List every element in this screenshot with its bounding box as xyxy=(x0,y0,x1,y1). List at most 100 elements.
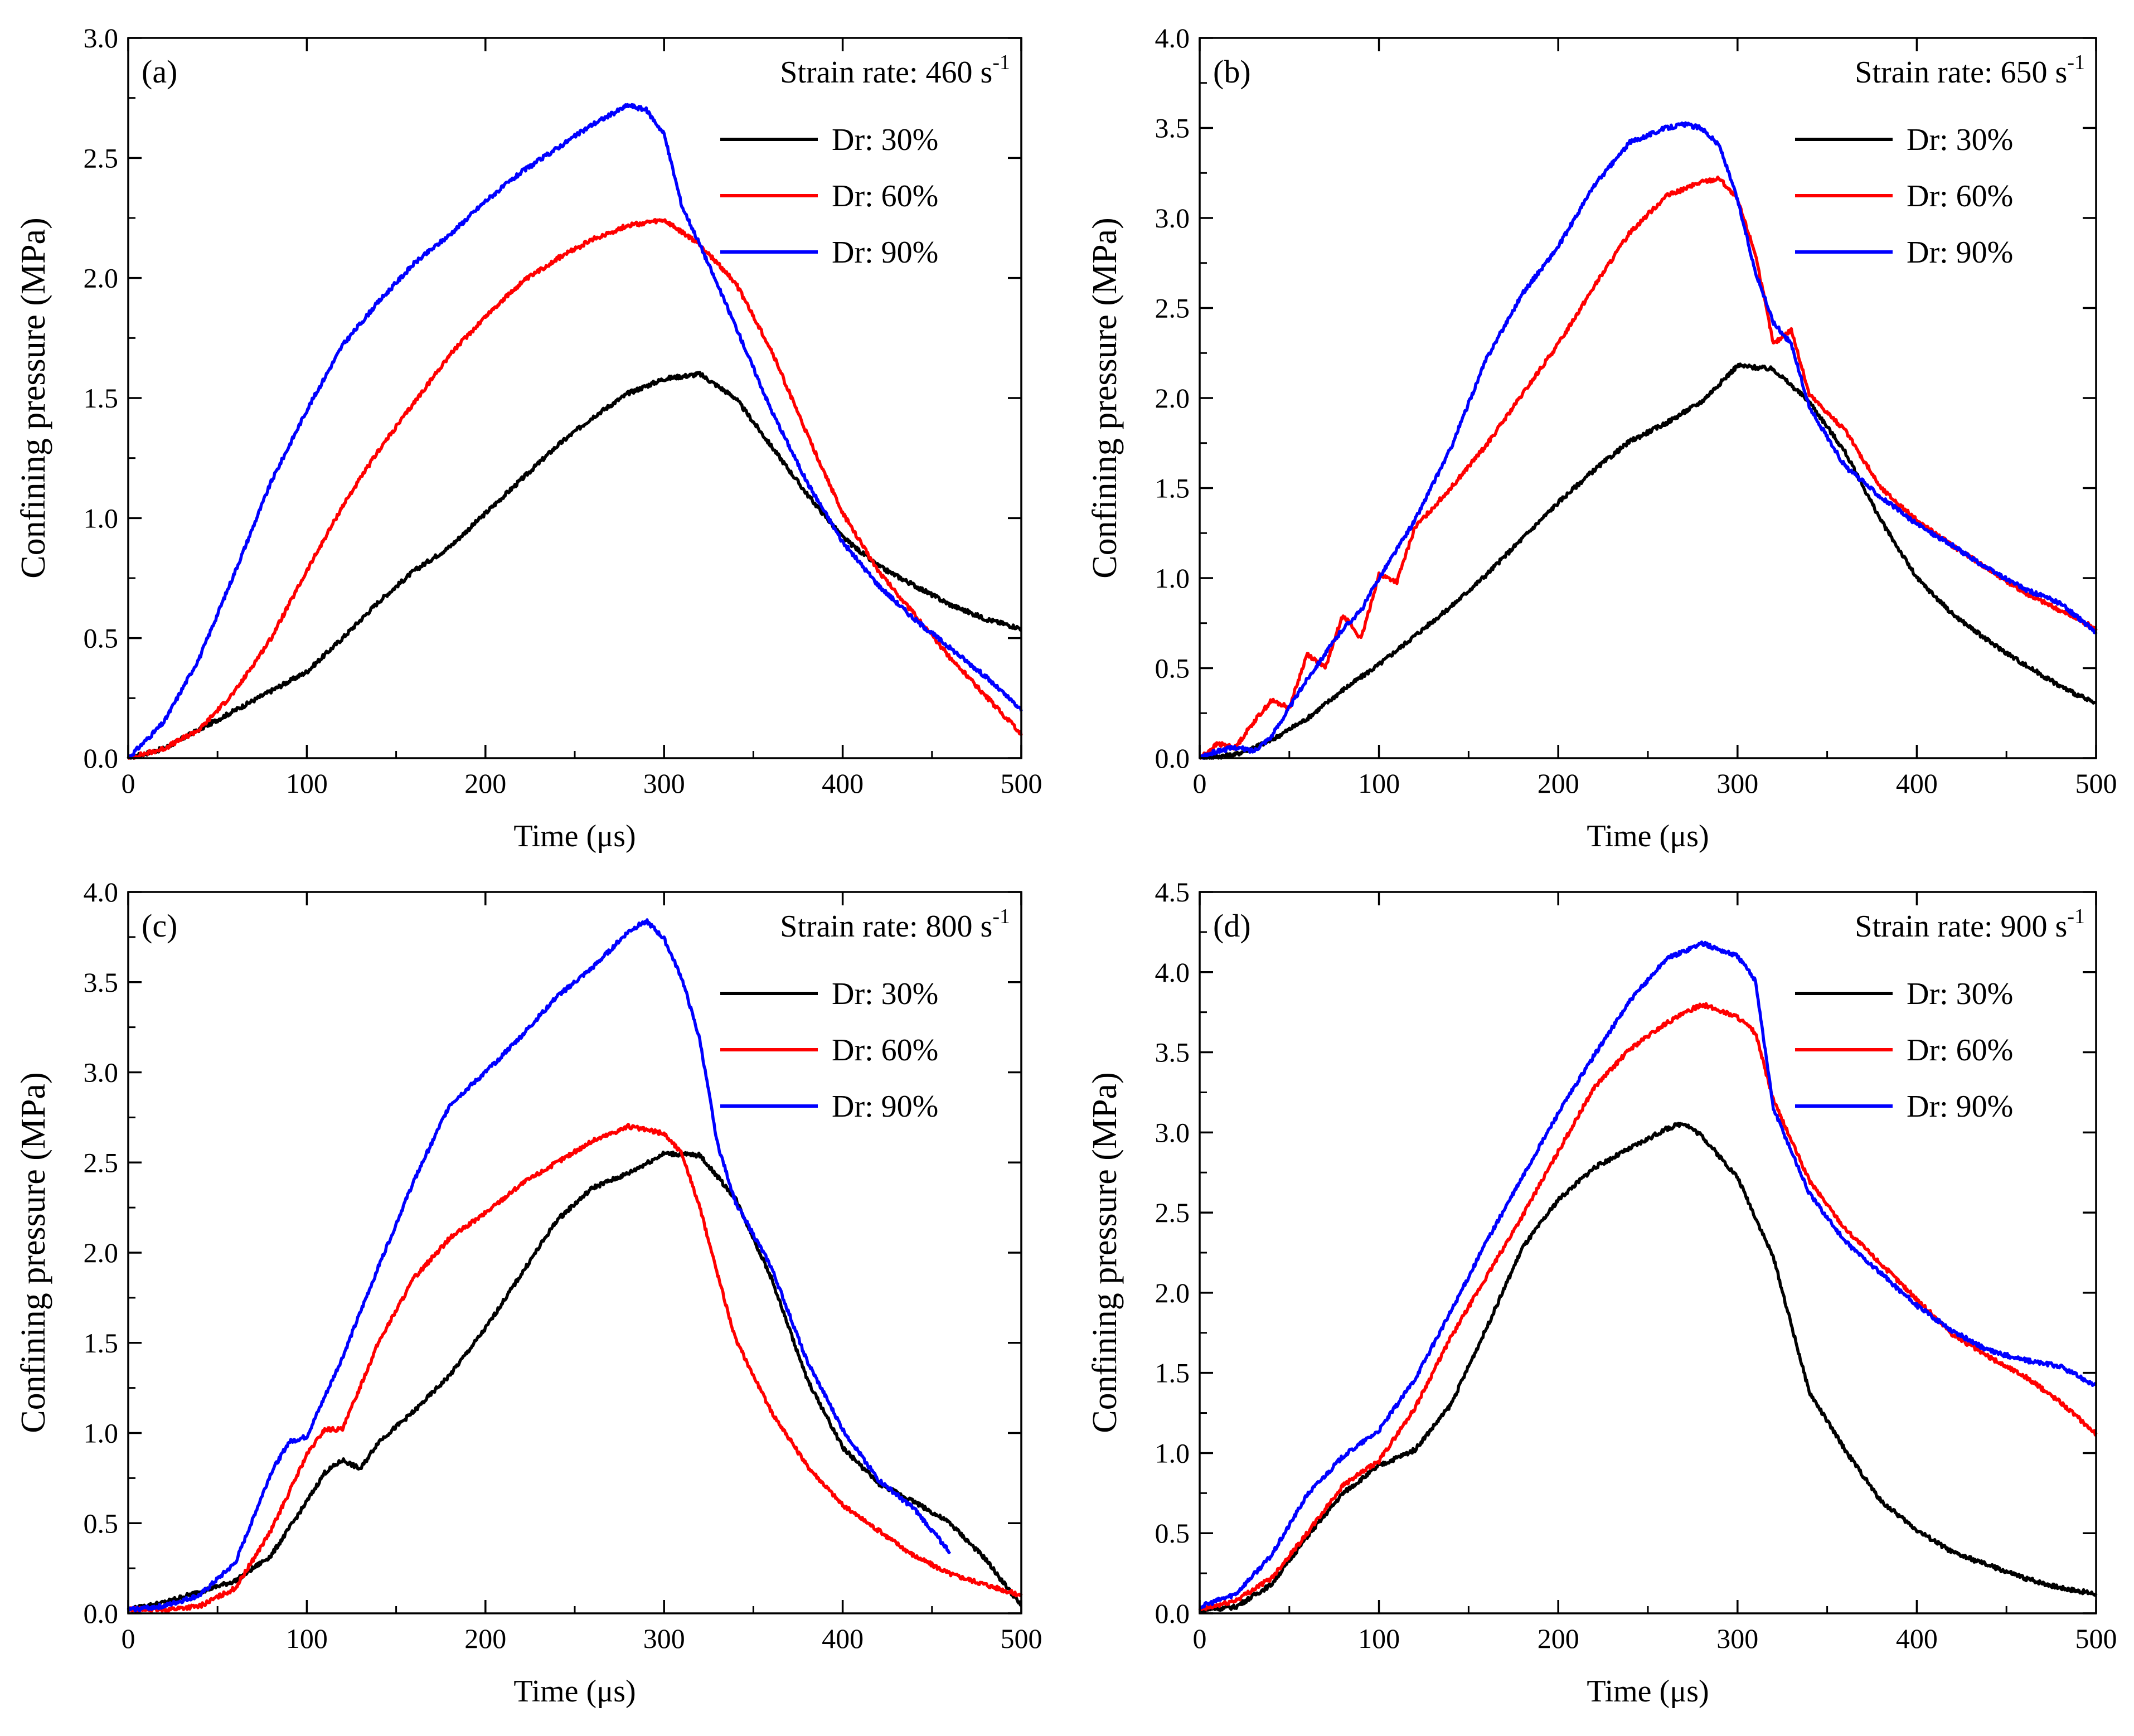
panel-a: 0 100 200 300 400 500 0.0 0.5 1.0 1.5 2.0 2.5 3.0 Tim… xyxy=(14,22,1042,854)
x-axis-title-b: Time (μs) xyxy=(1587,819,1709,854)
y-tick-label-d-7: 3.5 xyxy=(1155,1037,1190,1068)
x-tick-label-c-2: 200 xyxy=(464,1623,506,1654)
legend-label-b-1: Dr: 30% xyxy=(1907,123,2013,157)
y-tick-label-c-2: 1.0 xyxy=(84,1418,119,1449)
x-tick-label-d-3: 300 xyxy=(1716,1623,1758,1654)
series-line-d-1 xyxy=(1199,1122,2098,1614)
strain-rate-text-a: Strain rate: 460 s xyxy=(780,55,992,90)
x-tick-label-d-4: 400 xyxy=(1896,1623,1938,1654)
series-line-b-1 xyxy=(1199,362,2097,760)
legend-label-c-3: Dr: 90% xyxy=(832,1089,938,1124)
y-tick-label-b-0: 0.0 xyxy=(1155,743,1190,774)
legend-label-a-3: Dr: 90% xyxy=(832,235,938,270)
series-line-b-3 xyxy=(1198,121,2098,760)
x-tick-label-d-0: 0 xyxy=(1193,1623,1207,1654)
legend-label-a-2: Dr: 60% xyxy=(832,179,938,214)
legend-label-a-1: Dr: 30% xyxy=(832,123,938,157)
x-tick-label-b-1: 100 xyxy=(1358,768,1400,799)
y-tick-label-a-4: 2.0 xyxy=(84,263,119,294)
strain-rate-exponent-c: -1 xyxy=(992,905,1010,928)
panel-c: 0 100 200 300 400 500 0.0 0.5 1.0 1.5 2.0 2.5 3.0 3.5… xyxy=(14,876,1042,1709)
x-axis-title-a: Time (μs) xyxy=(513,819,636,854)
y-axis-title-c: Confining pressure (MPa) xyxy=(14,1072,52,1433)
x-tick-label-c-1: 100 xyxy=(286,1623,328,1654)
y-tick-label-d-4: 2.0 xyxy=(1155,1277,1190,1308)
y-axis-title-a: Confining pressure (MPa) xyxy=(14,217,52,578)
y-tick-label-d-5: 2.5 xyxy=(1155,1197,1190,1228)
y-tick-label-a-3: 1.5 xyxy=(84,382,119,414)
legend-label-b-2: Dr: 60% xyxy=(1907,179,2013,214)
y-tick-label-c-5: 2.5 xyxy=(84,1147,119,1178)
x-tick-label-a-1: 100 xyxy=(286,768,328,799)
y-tick-label-a-6: 3.0 xyxy=(84,22,119,54)
strain-rate-label-b: Strain rate: 650 s-1 xyxy=(1855,51,2085,90)
panel-label-d: (d) xyxy=(1213,908,1251,944)
y-tick-label-d-0: 0.0 xyxy=(1155,1598,1190,1629)
y-tick-label-c-8: 4.0 xyxy=(84,876,119,908)
x-tick-label-b-0: 0 xyxy=(1193,768,1207,799)
legend-label-c-2: Dr: 60% xyxy=(832,1033,938,1068)
y-tick-label-c-6: 3.0 xyxy=(84,1057,119,1088)
series-line-a-3 xyxy=(127,103,1023,760)
panel-b: 0 100 200 300 400 500 0.0 0.5 1.0 1.5 2.0 2.5 3.0 3.5… xyxy=(1086,22,2117,854)
x-axis-title-d: Time (μs) xyxy=(1587,1674,1709,1709)
strain-rate-exponent-a: -1 xyxy=(992,51,1010,74)
x-tick-label-b-2: 200 xyxy=(1538,768,1579,799)
y-axis-title-d: Confining pressure (MPa) xyxy=(1086,1072,1124,1433)
y-tick-label-d-3: 1.5 xyxy=(1155,1357,1190,1389)
x-tick-label-a-5: 500 xyxy=(1001,768,1042,799)
y-axis-title-b: Confining pressure (MPa) xyxy=(1086,217,1124,578)
y-tick-label-c-1: 0.5 xyxy=(84,1507,119,1539)
series-line-c-2 xyxy=(127,1123,1023,1614)
x-tick-label-b-5: 500 xyxy=(2075,768,2117,799)
y-tick-label-a-5: 2.5 xyxy=(84,142,119,173)
y-tick-label-d-1: 0.5 xyxy=(1155,1517,1190,1549)
y-tick-label-d-6: 3.0 xyxy=(1155,1117,1190,1148)
y-tick-label-c-3: 1.5 xyxy=(84,1327,119,1359)
series-line-c-1 xyxy=(127,1150,1022,1612)
strain-rate-label-d: Strain rate: 900 s-1 xyxy=(1855,905,2085,944)
y-tick-label-d-2: 1.0 xyxy=(1155,1437,1190,1468)
panel-d: 0 100 200 300 400 500 0.0 0.5 1.0 1.5 2.0 2.5 3.0 3.5… xyxy=(1086,876,2117,1709)
y-tick-label-a-2: 1.0 xyxy=(84,502,119,534)
x-tick-label-d-2: 200 xyxy=(1538,1623,1579,1654)
y-tick-label-a-0: 0.0 xyxy=(84,743,119,774)
x-tick-label-b-4: 400 xyxy=(1896,768,1938,799)
panel-label-b: (b) xyxy=(1213,54,1251,90)
y-tick-label-a-1: 0.5 xyxy=(84,623,119,654)
panel-label-c: (c) xyxy=(142,908,177,944)
x-tick-label-a-4: 400 xyxy=(822,768,864,799)
y-tick-label-b-1: 0.5 xyxy=(1155,653,1190,684)
x-tick-label-d-5: 500 xyxy=(2075,1623,2117,1654)
legend-label-d-2: Dr: 60% xyxy=(1907,1033,2013,1068)
y-tick-label-c-4: 2.0 xyxy=(84,1237,119,1268)
y-tick-label-c-0: 0.0 xyxy=(84,1598,119,1629)
strain-rate-label-c: Strain rate: 800 s-1 xyxy=(780,905,1010,944)
strain-rate-exponent-d: -1 xyxy=(2067,905,2085,928)
panel-label-a: (a) xyxy=(142,54,177,90)
x-tick-label-b-3: 300 xyxy=(1716,768,1758,799)
y-tick-label-b-2: 1.0 xyxy=(1155,562,1190,594)
y-tick-label-b-8: 4.0 xyxy=(1155,22,1190,54)
x-tick-label-a-2: 200 xyxy=(464,768,506,799)
series-line-c-3 xyxy=(127,918,952,1613)
x-tick-label-c-3: 300 xyxy=(643,1623,685,1654)
legend-label-c-1: Dr: 30% xyxy=(832,977,938,1011)
y-tick-label-b-3: 1.5 xyxy=(1155,473,1190,504)
x-tick-label-c-0: 0 xyxy=(122,1623,135,1654)
x-tick-label-a-3: 300 xyxy=(643,768,685,799)
y-tick-label-d-9: 4.5 xyxy=(1155,876,1190,908)
y-tick-label-b-6: 3.0 xyxy=(1155,202,1190,234)
legend-label-d-3: Dr: 90% xyxy=(1907,1089,2013,1124)
x-tick-label-d-1: 100 xyxy=(1358,1623,1400,1654)
y-tick-label-b-5: 2.5 xyxy=(1155,293,1190,324)
series-line-d-3 xyxy=(1198,940,2098,1610)
y-tick-label-d-8: 4.0 xyxy=(1155,957,1190,988)
x-tick-label-a-0: 0 xyxy=(122,768,135,799)
legend-label-b-3: Dr: 90% xyxy=(1907,235,2013,270)
series-line-a-2 xyxy=(127,218,1023,760)
x-tick-label-c-5: 500 xyxy=(1001,1623,1042,1654)
y-tick-label-b-4: 2.0 xyxy=(1155,382,1190,414)
